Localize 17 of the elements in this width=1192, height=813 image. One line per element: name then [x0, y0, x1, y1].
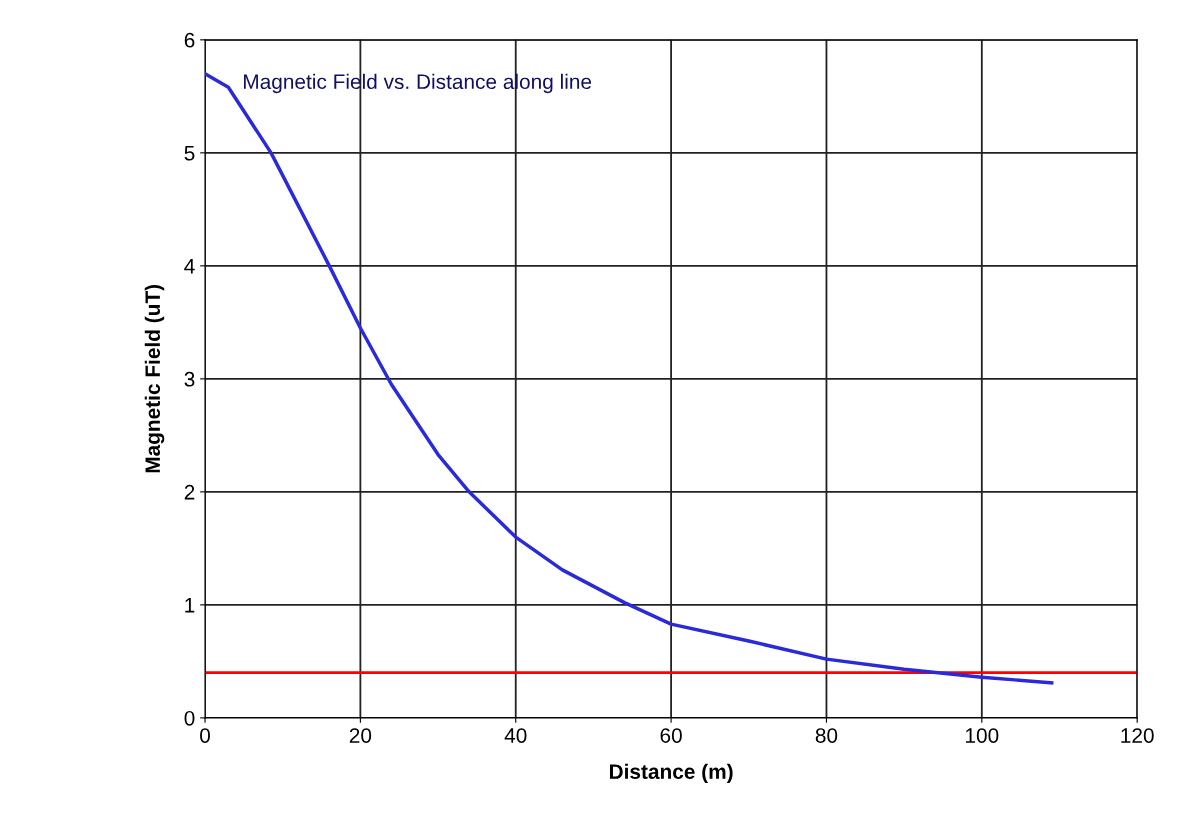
- y-tick-label: 1: [185, 598, 195, 613]
- y-axis-title: Magnetic Field (uT): [144, 284, 165, 473]
- y-tick-label: 5: [184, 146, 195, 161]
- x-tick-label: 80: [815, 728, 838, 743]
- x-tick-label: 60: [660, 728, 682, 743]
- line-series: [205, 72, 1054, 685]
- y-tick-label: 0: [184, 710, 195, 726]
- x-tick-label: 120: [1121, 728, 1154, 743]
- x-axis-title: Distance (m): [609, 763, 733, 784]
- y-tick-label: 2: [184, 484, 195, 500]
- x-tick-label: 20: [349, 728, 372, 743]
- x-tick-label: 100: [966, 728, 999, 743]
- y-tick-label: 4: [184, 259, 195, 274]
- y-tick-label: 6: [184, 32, 195, 48]
- x-tick-label: 0: [200, 728, 210, 743]
- x-tick-label: 40: [504, 728, 527, 743]
- y-tick-label: 3: [184, 371, 195, 387]
